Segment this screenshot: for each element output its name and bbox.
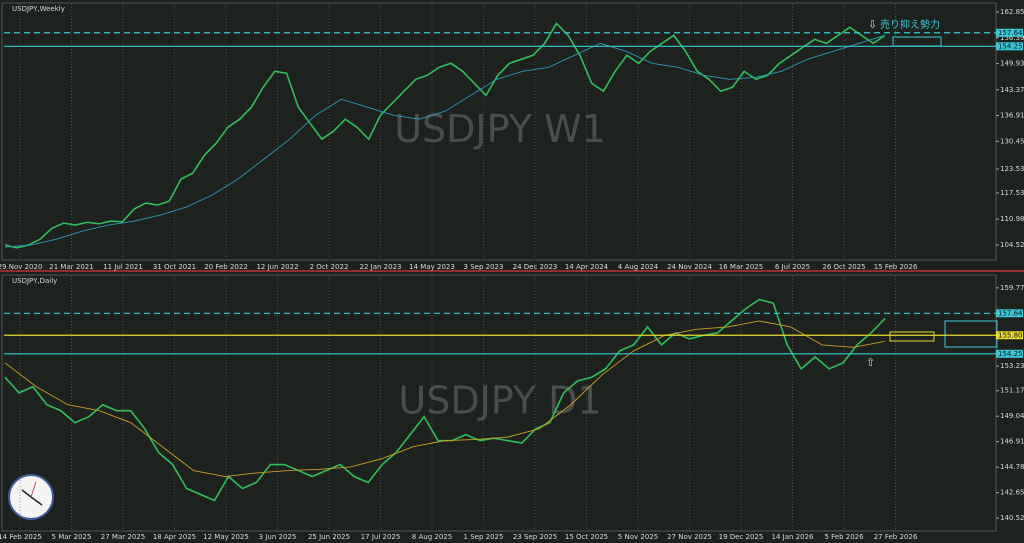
y-tick-label: 156.390 xyxy=(1000,34,1024,42)
x-tick-label: 26 Oct 2025 xyxy=(822,263,865,271)
level-label: 155.807 xyxy=(998,331,1024,339)
level-tag xyxy=(996,28,1023,37)
x-tick-label: 31 Oct 2021 xyxy=(153,263,196,271)
x-tick-label: 8 Aug 2025 xyxy=(412,533,452,541)
level-tag xyxy=(996,309,1023,318)
panel-frame xyxy=(1,274,997,532)
arrow-icon: ⇧ xyxy=(866,356,875,369)
x-tick-label: 15 Feb 2026 xyxy=(874,263,918,271)
y-tick-label: 136.915 xyxy=(1000,112,1024,120)
x-tick-label: 23 Sep 2025 xyxy=(513,533,557,541)
x-tick-label: 11 Jul 2021 xyxy=(103,263,143,271)
y-tick-label: 140.520 xyxy=(1000,514,1024,522)
annotation: 売り抑え勢力 xyxy=(880,18,940,31)
x-tick-label: 24 Dec 2023 xyxy=(513,263,558,271)
watermark: USDJPY W1 xyxy=(394,107,606,151)
x-tick-label: 3 Sep 2023 xyxy=(464,263,504,271)
y-tick-label: 130.455 xyxy=(1000,137,1024,145)
x-tick-label: 16 Mar 2025 xyxy=(719,263,763,271)
level-tag xyxy=(996,42,1023,51)
x-tick-label: 20 Feb 2022 xyxy=(204,263,248,271)
level-label: 154.258 xyxy=(998,42,1024,50)
y-tick-label: 149.930 xyxy=(1000,60,1024,68)
x-tick-label: 27 Feb 2026 xyxy=(874,533,918,541)
y-tick-label: 146.910 xyxy=(1000,438,1024,446)
clock-icon xyxy=(8,474,54,520)
chart-title: USDJPY,Weekly xyxy=(12,5,65,13)
x-tick-label: 14 Feb 2025 xyxy=(0,533,42,541)
price-line xyxy=(4,320,886,477)
x-tick-label: 5 Nov 2025 xyxy=(618,533,658,541)
y-tick-label: 151.170 xyxy=(1000,387,1024,395)
panel-frame xyxy=(1,2,997,261)
x-tick-label: 17 Jul 2025 xyxy=(361,533,401,541)
y-tick-label: 159.770 xyxy=(1000,284,1024,292)
y-tick-label: 153.230 xyxy=(1000,362,1024,370)
x-tick-label: 21 Mar 2021 xyxy=(49,263,93,271)
zone-box xyxy=(889,331,935,342)
x-tick-label: 4 Aug 2024 xyxy=(618,263,659,271)
level-label: 157.643 xyxy=(998,309,1024,317)
x-tick-label: 3 Jun 2025 xyxy=(259,533,297,541)
arrow-icon: ⇩ xyxy=(868,18,877,31)
x-tick-label: 5 Mar 2025 xyxy=(52,533,92,541)
x-tick-label: 27 Mar 2025 xyxy=(101,533,145,541)
watermark: USDJPY D1 xyxy=(398,379,601,423)
x-tick-label: 5 Feb 2026 xyxy=(824,533,864,541)
x-tick-label: 12 Jun 2022 xyxy=(256,263,298,271)
x-tick-label: 22 Jan 2023 xyxy=(360,263,402,271)
x-tick-label: 15 Oct 2025 xyxy=(565,533,608,541)
y-tick-label: 142.650 xyxy=(1000,489,1024,497)
y-tick-label: 117.535 xyxy=(1000,189,1024,197)
y-tick-label: 162.850 xyxy=(1000,8,1024,16)
price-line xyxy=(4,22,886,249)
x-tick-label: 14 Apr 2024 xyxy=(565,263,609,271)
y-tick-label: 104.520 xyxy=(1000,241,1024,249)
x-tick-label: 2 Oct 2022 xyxy=(310,263,349,271)
chart-title: USDJPY,Daily xyxy=(12,277,57,285)
price-line xyxy=(4,34,886,248)
y-tick-label: 123.535 xyxy=(1000,165,1024,173)
x-tick-label: 6 Jul 2025 xyxy=(775,263,810,271)
y-tick-label: 144.780 xyxy=(1000,463,1024,471)
x-tick-label: 12 May 2025 xyxy=(203,533,249,541)
x-tick-label: 29 Nov 2020 xyxy=(0,263,42,271)
x-tick-label: 14 Jan 2026 xyxy=(772,533,815,541)
x-tick-label: 1 Sep 2025 xyxy=(464,533,504,541)
level-tag xyxy=(996,331,1023,340)
x-tick-label: 19 Dec 2025 xyxy=(719,533,764,541)
x-tick-label: 14 May 2023 xyxy=(409,263,455,271)
y-tick-label: 149.040 xyxy=(1000,412,1024,420)
x-tick-label: 27 Nov 2025 xyxy=(667,533,712,541)
x-tick-label: 24 Nov 2024 xyxy=(667,263,712,271)
level-label: 157.643 xyxy=(998,29,1024,37)
level-label: 154.258 xyxy=(998,350,1024,358)
x-tick-label: 18 Apr 2025 xyxy=(153,533,196,541)
x-tick-label: 25 Jun 2025 xyxy=(308,533,350,541)
level-tag xyxy=(996,349,1023,358)
y-tick-label: 143.375 xyxy=(1000,86,1024,94)
y-tick-label: 110.980 xyxy=(1000,215,1024,223)
